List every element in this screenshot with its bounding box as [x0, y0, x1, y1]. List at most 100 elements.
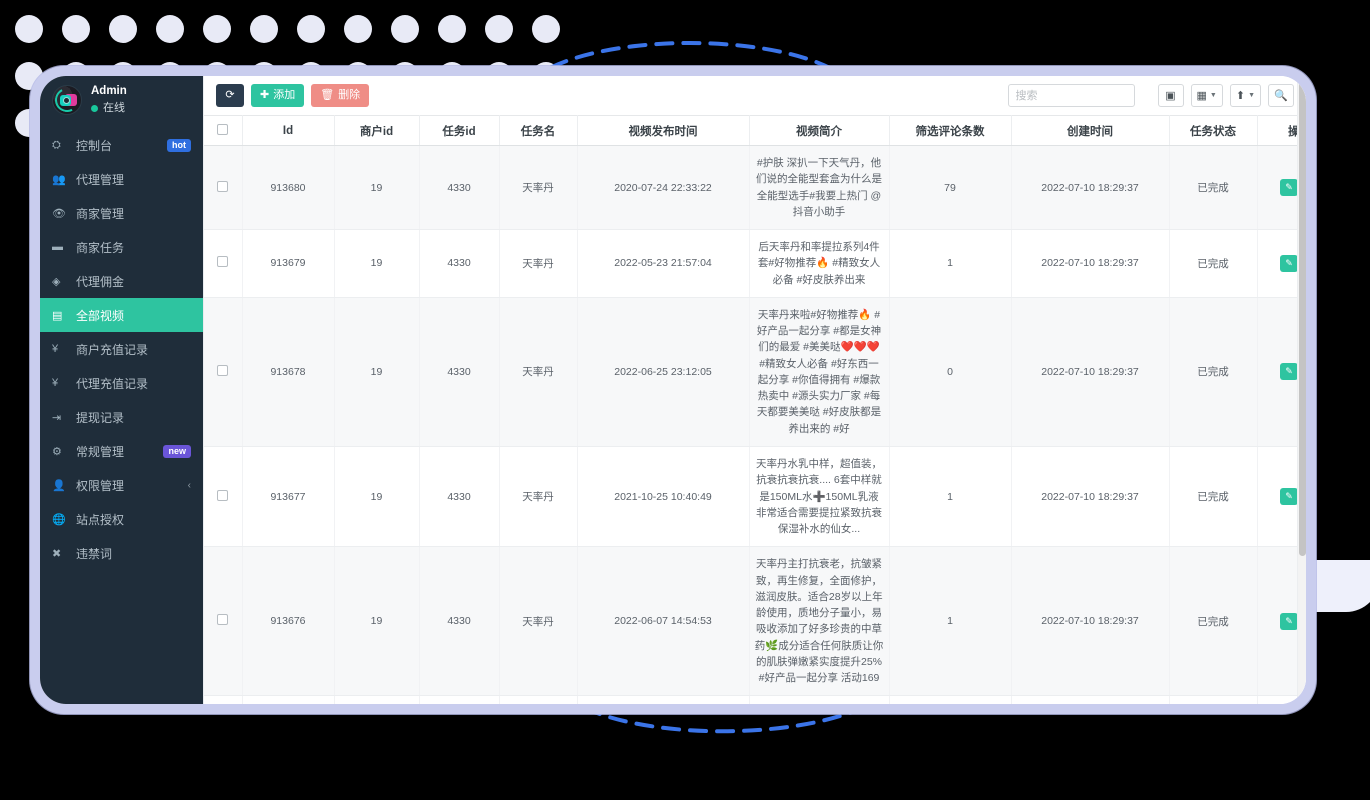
row-description-cell[interactable]: #护肤 深扒一下天气丹，他们说的全能型套盒为什么是全能型选手#我要上热门 @抖音…	[749, 145, 890, 231]
table-row[interactable]: 913679 19 4330 天率丹 2022-05-23 21:57:04 后天率丹和率…	[204, 229, 1306, 298]
row-checkbox[interactable]	[217, 614, 229, 626]
sidebar-item-7[interactable]: ¥ 代理充值记录	[40, 366, 203, 400]
row-publish-time-cell: 2020-07-24 22:33:22	[577, 145, 750, 231]
row-edit-button[interactable]: ✎	[1280, 363, 1298, 381]
row-description-cell[interactable]: 后天率丹和率提拉系列4件套#好物推荐🔥 #精致女人必备 #好皮肤养出来	[749, 229, 890, 298]
row-select-cell[interactable]	[204, 695, 243, 704]
dashboard-icon: ⛭	[52, 138, 61, 151]
sidebar-item-label: 站点授权	[76, 512, 125, 527]
delete-button[interactable]: 🗑 删除	[311, 84, 370, 107]
agent-users-icon: 👥	[52, 173, 66, 186]
table-col-header: 任务名	[499, 115, 578, 146]
row-select-cell[interactable]	[204, 229, 243, 298]
row-checkbox[interactable]	[217, 256, 229, 268]
row-status-badge: 已完成	[1169, 145, 1258, 231]
row-select-cell[interactable]	[204, 446, 243, 548]
row-task-id-cell: 4330	[419, 297, 500, 447]
row-checkbox[interactable]	[217, 364, 229, 376]
add-button[interactable]: ✚ 添加	[251, 84, 305, 107]
table-col-header: 视频简介	[749, 115, 890, 146]
table-row[interactable]: 913676 19 4330 天率丹 2022-06-07 14:54:53 天率丹主打抗…	[204, 546, 1306, 697]
row-task-name-cell: 天率丹	[499, 446, 578, 548]
decorative-dot	[438, 15, 466, 43]
table-row[interactable]: 913678 19 4330 天率丹 2022-06-25 23:12:05 天率丹来啦#…	[204, 297, 1306, 447]
row-description-cell[interactable]: 天率丹来啦#好物推荐🔥 #好产品一起分享 #都是女神们的最爱 #美美哒❤️❤️❤…	[749, 297, 890, 447]
row-checkbox[interactable]	[217, 489, 229, 501]
sidebar-item-9[interactable]: ⚙ 常规管理 new	[40, 434, 203, 468]
sidebar-item-label: 提现记录	[76, 410, 125, 425]
table-toolbar: ⟳ ✚ 添加 🗑 删除 ▣ ▦▼ ⬆▼	[204, 76, 1306, 115]
row-task-id-cell: 4330	[419, 695, 500, 704]
table-col-header: 任务状态	[1169, 115, 1258, 146]
row-checkbox[interactable]	[217, 180, 229, 192]
row-select-cell[interactable]	[204, 297, 243, 447]
row-merchant-id-cell: 19	[334, 446, 420, 548]
app-logo-icon	[52, 85, 82, 115]
sidebar-nav: ⛭ 控制台 hot 👥 代理管理 👁 商家管理 ▬ 商家任务 ◈ 代理佣金 ▤ 全部视频 ¥ 商户充值记录 ¥…	[40, 124, 203, 570]
select-all-checkbox[interactable]	[217, 123, 229, 135]
row-edit-button[interactable]: ✎	[1280, 179, 1298, 197]
columns-icon[interactable]: ▦ ▼	[1190, 84, 1223, 107]
row-merchant-id-cell: 19	[334, 297, 420, 447]
row-task-id-cell: 4330	[419, 546, 500, 697]
decorative-dot	[62, 15, 90, 43]
sidebar-item-3[interactable]: ▬ 商家任务	[40, 230, 203, 264]
row-id-cell: 913680	[242, 145, 335, 231]
sidebar-item-0[interactable]: ⛭ 控制台 hot	[40, 128, 203, 162]
sidebar-item-8[interactable]: ⇥ 提现记录	[40, 400, 203, 434]
row-status-badge: 已完成	[1169, 229, 1258, 298]
sidebar-item-6[interactable]: ¥ 商户充值记录	[40, 332, 203, 366]
row-edit-button[interactable]: ✎	[1280, 488, 1298, 506]
select-all-header[interactable]	[204, 115, 243, 146]
row-edit-button[interactable]: ✎	[1280, 254, 1298, 272]
sidebar-item-5[interactable]: ▤ 全部视频	[40, 298, 203, 332]
row-create-time-cell: 2022-07-10 18:29:37	[1011, 446, 1170, 548]
row-id-cell: 913675	[242, 695, 335, 704]
row-edit-button[interactable]: ✎	[1280, 612, 1298, 630]
row-comment-count-cell: 0	[889, 297, 1012, 447]
fullscreen-icon[interactable]: ▣	[1157, 84, 1184, 107]
row-task-name-cell: 天率丹	[499, 297, 578, 447]
row-select-cell[interactable]	[204, 145, 243, 231]
sidebar-item-11[interactable]: 🌐 站点授权	[40, 502, 203, 536]
user-name: Admin	[91, 85, 127, 98]
row-comment-count-cell: 79	[889, 145, 1012, 231]
row-status-badge: 已完成	[1169, 546, 1258, 697]
yuan-icon: ¥	[52, 343, 59, 355]
sidebar-badge-new: new	[163, 444, 191, 458]
row-create-time-cell: 2022-07-10 18:29:37	[1011, 229, 1170, 298]
sidebar-item-1[interactable]: 👥 代理管理	[40, 162, 203, 196]
row-status-badge: 已完成	[1169, 695, 1258, 704]
gear-icon: ⚙	[52, 445, 62, 458]
refresh-button[interactable]: ⟳	[216, 84, 244, 107]
table-row[interactable]: 913677 19 4330 天率丹 2021-10-25 10:40:49 天率丹水乳中…	[204, 446, 1306, 548]
sidebar-item-12[interactable]: ✖ 违禁词	[40, 536, 203, 570]
search-icon[interactable]: 🔍	[1268, 84, 1294, 107]
table-row[interactable]: 913680 19 4330 天率丹 2020-07-24 22:33:22 #护肤 深扒…	[204, 145, 1306, 231]
row-description-cell[interactable]: 天率丹主打抗衰老，抗皱紧致，再生修复，全面修护，滋润皮肤。适合28岁以上年龄使用…	[749, 546, 890, 697]
row-create-time-cell: 2022-07-10 18:29:37	[1011, 297, 1170, 447]
row-create-time-cell: 2022-07-10 18:29:37	[1011, 546, 1170, 697]
sidebar-item-label: 代理充值记录	[76, 376, 149, 391]
vertical-scrollbar[interactable]	[1297, 76, 1306, 704]
permission-users-icon: 👤	[52, 479, 66, 492]
export-icon[interactable]: ⬆ ▼	[1229, 84, 1261, 107]
decorative-dot	[485, 15, 513, 43]
search-input[interactable]	[1007, 84, 1135, 107]
row-task-name-cell: 天率丹	[499, 546, 578, 697]
yuan-icon: ¥	[52, 377, 59, 389]
row-merchant-id-cell: 19	[334, 695, 420, 704]
table-row[interactable]: 913675194330天率丹2022-06-12 17:50:48◁◁天率丹三…	[204, 695, 1306, 704]
sidebar-item-10[interactable]: 👤 权限管理 ‹	[40, 468, 203, 502]
row-select-cell[interactable]	[204, 546, 243, 697]
row-id-cell: 913679	[242, 229, 335, 298]
row-id-cell: 913677	[242, 446, 335, 548]
row-description-cell[interactable]: 天率丹水乳中样，超值装，抗衰抗衰抗衰.... 6套中样就是150ML水➕150M…	[749, 446, 890, 548]
row-publish-time-cell: 2021-10-25 10:40:49	[577, 446, 750, 548]
sidebar-badge-hot: hot	[167, 138, 191, 152]
row-description-cell[interactable]: ◁◁天率丹三件套 🌹🌹改善暗淡的皮肤、抗皱、使皮肤富有弹力❗渗入深层让皮肤再生，…	[749, 695, 890, 704]
sidebar-item-4[interactable]: ◈ 代理佣金	[40, 264, 203, 298]
scrollbar-thumb[interactable]	[1299, 76, 1306, 556]
sidebar-item-2[interactable]: 👁 商家管理	[40, 196, 203, 230]
